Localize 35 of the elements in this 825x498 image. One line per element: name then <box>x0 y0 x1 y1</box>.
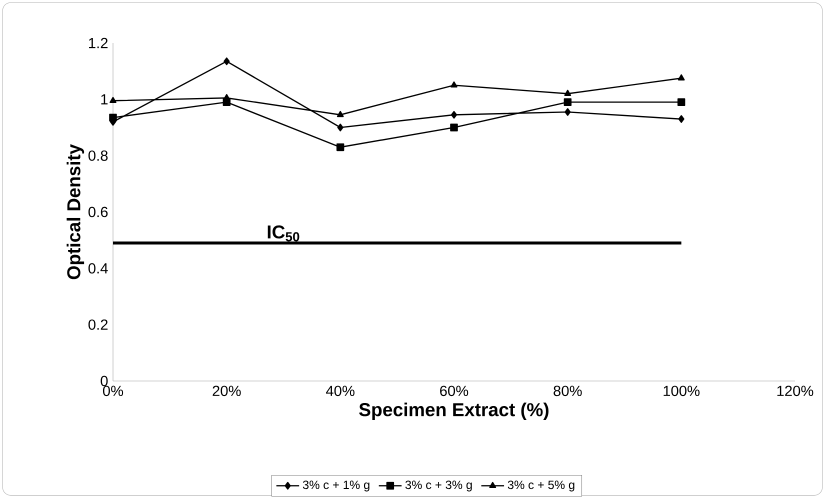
point <box>564 108 571 116</box>
point <box>564 90 572 96</box>
x-tick-label: 20% <box>212 386 241 396</box>
point <box>678 74 685 80</box>
y-tick-label: 0.6 <box>88 206 108 218</box>
y-tick-label: 0.2 <box>88 319 108 330</box>
y-tick-label: 0.8 <box>88 150 108 161</box>
point <box>450 110 458 119</box>
point <box>450 81 458 88</box>
y-tick-label: 1.2 <box>89 38 108 48</box>
legend-label: 3% c + 3% g <box>405 480 472 492</box>
y-axis-title: Optical Density <box>66 144 84 280</box>
x-tick-label: 80% <box>554 386 582 396</box>
x-tick-label: 40% <box>326 386 354 396</box>
point <box>224 57 230 66</box>
x-tick-label: 100% <box>664 386 700 396</box>
point <box>110 96 116 103</box>
x-axis-title: Specimen Extract (%) <box>359 402 548 420</box>
x-tick-label: 120% <box>777 386 814 396</box>
point <box>678 115 684 123</box>
legend-label: 3% c + 1% g <box>302 480 370 492</box>
x-tick-label: 0% <box>102 386 124 396</box>
point <box>337 124 344 132</box>
y-tick-label: 0 <box>100 376 108 386</box>
annotation: IC$_{50}$ <box>268 225 300 242</box>
x-tick-label: 60% <box>440 386 468 396</box>
y-tick-label: 0.4 <box>88 263 108 274</box>
y-tick-label: 1 <box>101 94 108 104</box>
point <box>336 143 344 152</box>
point <box>677 98 686 106</box>
legend-label: 3% c + 5% g <box>508 480 574 492</box>
point <box>564 98 572 106</box>
point <box>450 124 458 132</box>
point <box>336 110 344 118</box>
point <box>109 114 117 122</box>
